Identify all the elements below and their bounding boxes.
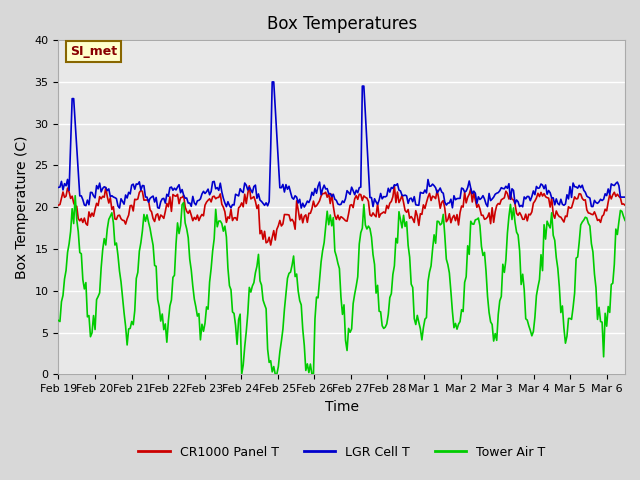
Title: Box Temperatures: Box Temperatures (267, 15, 417, 33)
Legend: CR1000 Panel T, LGR Cell T, Tower Air T: CR1000 Panel T, LGR Cell T, Tower Air T (133, 441, 550, 464)
Text: SI_met: SI_met (70, 45, 117, 58)
X-axis label: Time: Time (324, 400, 358, 414)
Y-axis label: Box Temperature (C): Box Temperature (C) (15, 135, 29, 279)
